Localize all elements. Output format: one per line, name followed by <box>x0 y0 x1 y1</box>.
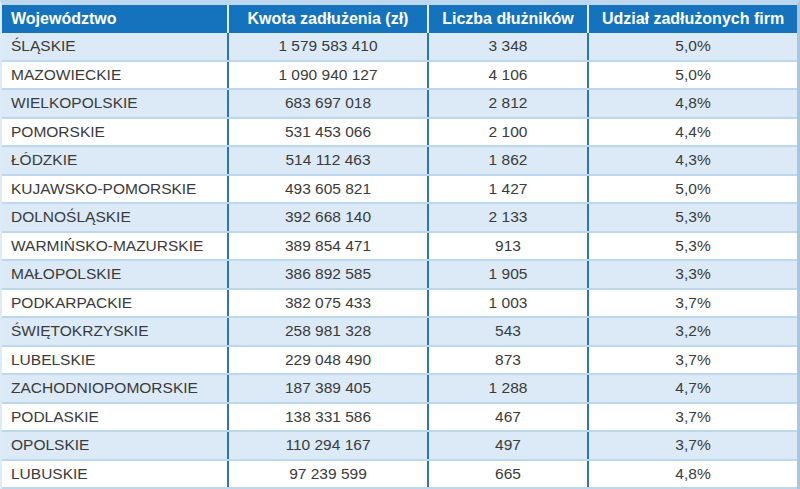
cell-region: ZACHODNIOPOMORSKIE <box>2 374 228 403</box>
cell-share: 5,3% <box>588 232 797 261</box>
table-row: ŚLĄSKIE 1 579 583 410 3 348 5,0% <box>2 33 797 61</box>
cell-debt: 110 294 167 <box>228 431 428 460</box>
table-row: LUBELSKIE 229 048 490 873 3,7% <box>2 346 797 375</box>
cell-region: WIELKOPOLSKIE <box>2 89 228 118</box>
table-row: WIELKOPOLSKIE 683 697 018 2 812 4,8% <box>2 89 797 118</box>
cell-debt: 229 048 490 <box>228 346 428 375</box>
cell-share: 3,7% <box>588 403 797 432</box>
table-row: KUJAWSKO-POMORSKIE 493 605 821 1 427 5,0… <box>2 175 797 204</box>
cell-region: PODKARPACKIE <box>2 289 228 318</box>
cell-region: KUJAWSKO-POMORSKIE <box>2 175 228 204</box>
cell-debtors: 543 <box>428 317 588 346</box>
cell-debtors: 1 003 <box>428 289 588 318</box>
cell-region: OPOLSKIE <box>2 431 228 460</box>
cell-share: 4,8% <box>588 89 797 118</box>
cell-share: 5,3% <box>588 203 797 232</box>
cell-debtors: 1 862 <box>428 146 588 175</box>
cell-debt: 683 697 018 <box>228 89 428 118</box>
cell-debtors: 2 100 <box>428 118 588 147</box>
cell-debt: 392 668 140 <box>228 203 428 232</box>
cell-debtors: 3 348 <box>428 33 588 61</box>
table-header: Województwo Kwota zadłużenia (zł) Liczba… <box>2 5 797 33</box>
cell-debtors: 1 427 <box>428 175 588 204</box>
cell-debt: 1 579 583 410 <box>228 33 428 61</box>
header-row: Województwo Kwota zadłużenia (zł) Liczba… <box>2 5 797 33</box>
column-header-udzial-zadluzonych-firm: Udział zadłużonych firm <box>588 5 797 33</box>
table-row: ŚWIĘTOKRZYSKIE 258 981 328 543 3,2% <box>2 317 797 346</box>
column-header-liczba-dluznikow: Liczba dłużników <box>428 5 588 33</box>
column-header-wojewodztwo: Województwo <box>2 5 228 33</box>
cell-share: 3,2% <box>588 317 797 346</box>
cell-region: LUBELSKIE <box>2 346 228 375</box>
table-row: DOLNOŚLĄSKIE 392 668 140 2 133 5,3% <box>2 203 797 232</box>
cell-share: 5,0% <box>588 175 797 204</box>
cell-debt: 97 239 599 <box>228 460 428 489</box>
cell-debtors: 665 <box>428 460 588 489</box>
cell-debt: 258 981 328 <box>228 317 428 346</box>
cell-share: 3,7% <box>588 346 797 375</box>
cell-region: POMORSKIE <box>2 118 228 147</box>
cell-share: 4,4% <box>588 118 797 147</box>
cell-region: DOLNOŚLĄSKIE <box>2 203 228 232</box>
cell-debt: 386 892 585 <box>228 260 428 289</box>
table-row: PODLASKIE 138 331 586 467 3,7% <box>2 403 797 432</box>
table-row: WARMIŃSKO-MAZURSKIE 389 854 471 913 5,3% <box>2 232 797 261</box>
debt-table-screenshot: Województwo Kwota zadłużenia (zł) Liczba… <box>0 0 800 489</box>
cell-debtors: 1 288 <box>428 374 588 403</box>
cell-region: WARMIŃSKO-MAZURSKIE <box>2 232 228 261</box>
cell-debt: 531 453 066 <box>228 118 428 147</box>
table-row: MAZOWIECKIE 1 090 940 127 4 106 5,0% <box>2 61 797 90</box>
cell-debt: 1 090 940 127 <box>228 61 428 90</box>
cell-debtors: 2 812 <box>428 89 588 118</box>
cell-region: PODLASKIE <box>2 403 228 432</box>
cell-debt: 138 331 586 <box>228 403 428 432</box>
cell-region: ŚWIĘTOKRZYSKIE <box>2 317 228 346</box>
table-row: ZACHODNIOPOMORSKIE 187 389 405 1 288 4,7… <box>2 374 797 403</box>
table-row: POMORSKIE 531 453 066 2 100 4,4% <box>2 118 797 147</box>
cell-share: 4,8% <box>588 460 797 489</box>
cell-debt: 382 075 433 <box>228 289 428 318</box>
table-body: ŚLĄSKIE 1 579 583 410 3 348 5,0% MAZOWIE… <box>2 33 797 488</box>
cell-debtors: 4 106 <box>428 61 588 90</box>
table-row: PODKARPACKIE 382 075 433 1 003 3,7% <box>2 289 797 318</box>
cell-debt: 493 605 821 <box>228 175 428 204</box>
column-header-kwota-zadluzenia: Kwota zadłużenia (zł) <box>228 5 428 33</box>
table-row: MAŁOPOLSKIE 386 892 585 1 905 3,3% <box>2 260 797 289</box>
table-row: ŁÓDZKIE 514 112 463 1 862 4,3% <box>2 146 797 175</box>
cell-debtors: 1 905 <box>428 260 588 289</box>
cell-share: 5,0% <box>588 61 797 90</box>
cell-region: MAZOWIECKIE <box>2 61 228 90</box>
cell-share: 4,3% <box>588 146 797 175</box>
cell-share: 3,3% <box>588 260 797 289</box>
cell-share: 5,0% <box>588 33 797 61</box>
table-frame: Województwo Kwota zadłużenia (zł) Liczba… <box>0 0 800 489</box>
cell-region: LUBUSKIE <box>2 460 228 489</box>
table-row: LUBUSKIE 97 239 599 665 4,8% <box>2 460 797 489</box>
cell-debt: 389 854 471 <box>228 232 428 261</box>
cell-region: ŚLĄSKIE <box>2 33 228 61</box>
cell-debtors: 2 133 <box>428 203 588 232</box>
cell-region: ŁÓDZKIE <box>2 146 228 175</box>
cell-debtors: 873 <box>428 346 588 375</box>
cell-debtors: 467 <box>428 403 588 432</box>
cell-region: MAŁOPOLSKIE <box>2 260 228 289</box>
cell-debt: 514 112 463 <box>228 146 428 175</box>
cell-debtors: 497 <box>428 431 588 460</box>
cell-share: 4,7% <box>588 374 797 403</box>
cell-share: 3,7% <box>588 289 797 318</box>
cell-debt: 187 389 405 <box>228 374 428 403</box>
voivodeship-debt-table: Województwo Kwota zadłużenia (zł) Liczba… <box>2 5 797 489</box>
table-row: OPOLSKIE 110 294 167 497 3,7% <box>2 431 797 460</box>
cell-debtors: 913 <box>428 232 588 261</box>
cell-share: 3,7% <box>588 431 797 460</box>
